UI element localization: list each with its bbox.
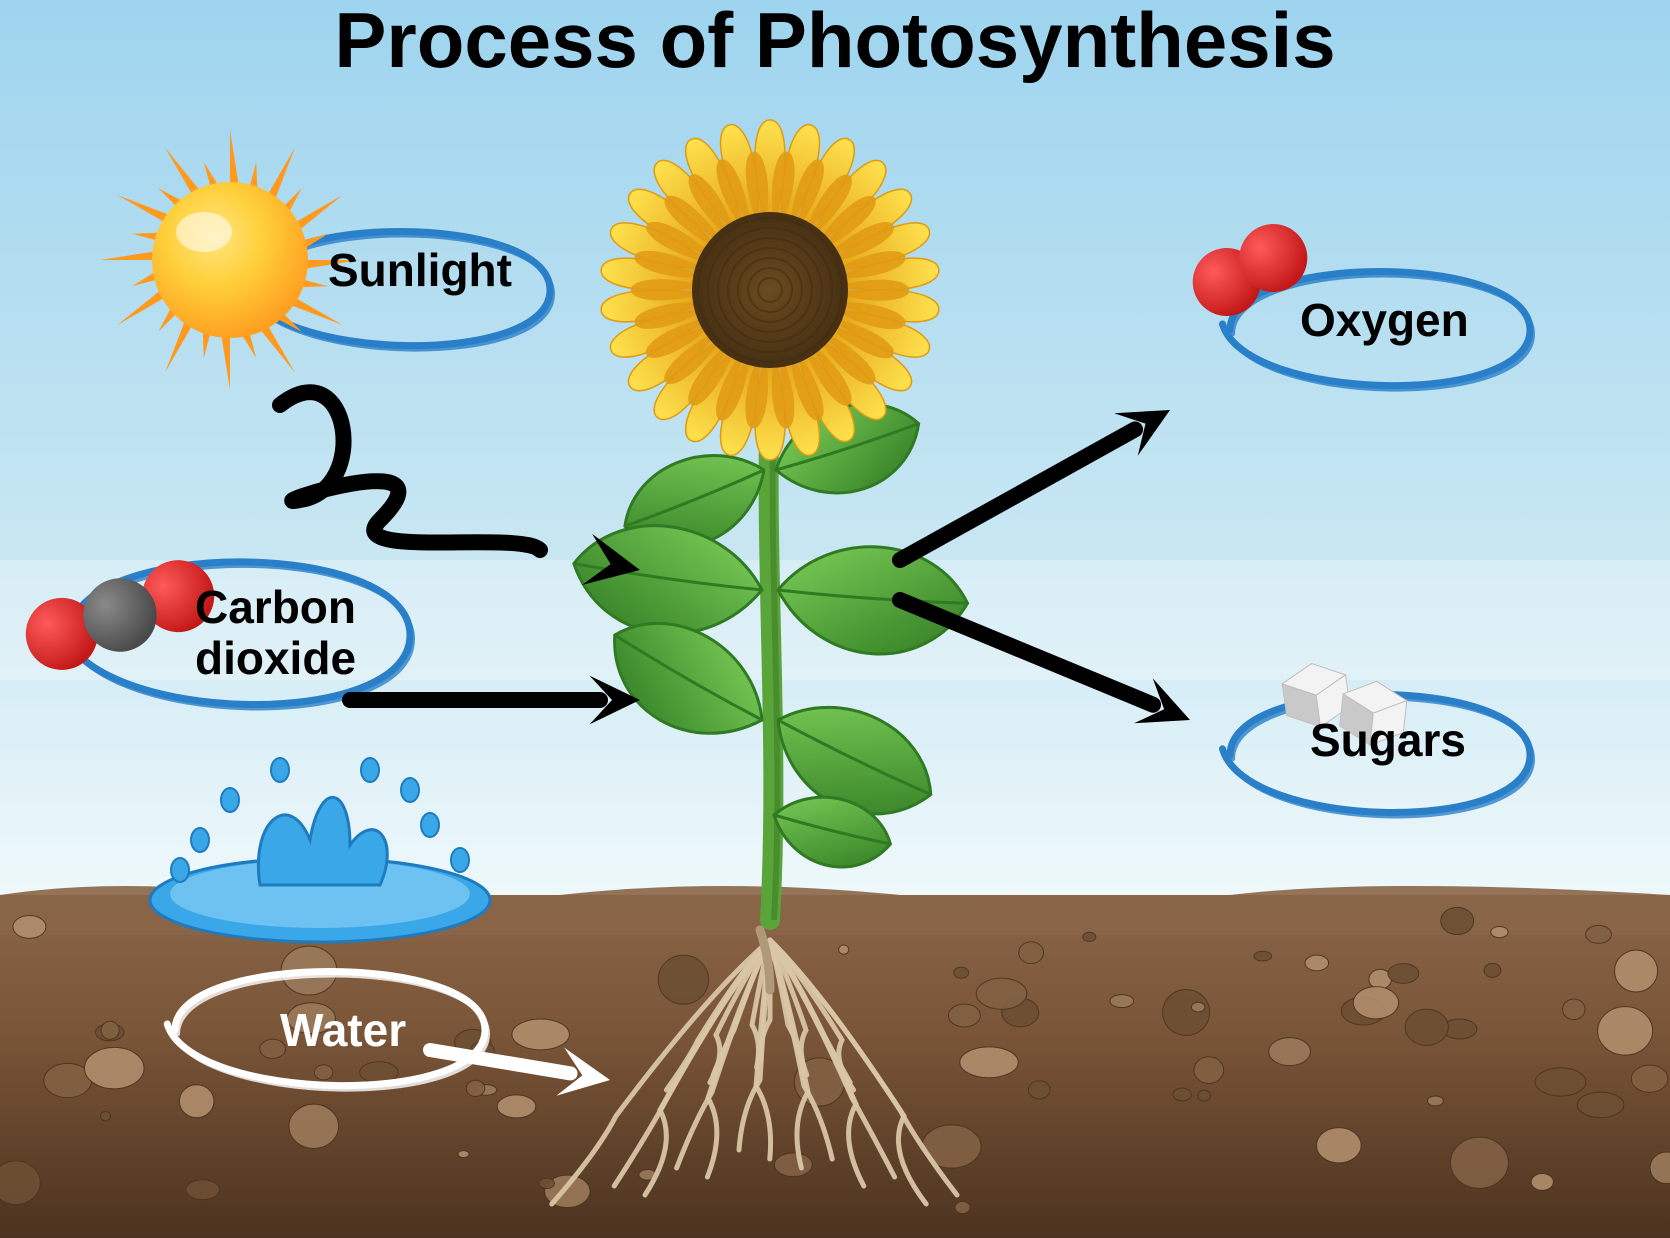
rock (1305, 955, 1329, 971)
rock (1173, 1088, 1192, 1101)
rock (1441, 907, 1474, 934)
label-oxygen: Oxygen (1300, 295, 1469, 346)
rock (1163, 990, 1210, 1036)
rock (1269, 1038, 1311, 1066)
rock (1194, 1057, 1224, 1084)
rock (839, 945, 849, 954)
rock (1491, 926, 1508, 937)
rock (314, 1065, 332, 1080)
rock (1353, 987, 1398, 1019)
rock (1598, 1007, 1653, 1055)
rock (289, 1104, 339, 1148)
rock (1531, 1174, 1553, 1191)
label-water: Water (280, 1005, 406, 1056)
title: Process of Photosynthesis (334, 0, 1335, 84)
rock (1615, 950, 1658, 992)
rock (186, 1180, 220, 1200)
rock (1428, 1096, 1444, 1106)
rock (1450, 1137, 1508, 1188)
rock (955, 1201, 970, 1213)
rock (1083, 932, 1096, 941)
rock (497, 1095, 536, 1118)
rock (458, 1151, 469, 1158)
rock (1254, 951, 1272, 961)
rock (84, 1047, 144, 1089)
rock (1198, 1090, 1211, 1101)
diagram-stage: Process of Photosynthesis Sunlight Carbo… (0, 0, 1670, 1238)
rock (1484, 963, 1501, 977)
rock (774, 1153, 812, 1177)
rock (1019, 942, 1044, 964)
rock (1110, 995, 1134, 1008)
rock (976, 978, 1027, 1009)
rock (1405, 1009, 1448, 1045)
rock (101, 1021, 119, 1039)
label-carbon-dioxide: Carbon dioxide (195, 582, 356, 683)
rock (1028, 1081, 1050, 1099)
rock (512, 1019, 569, 1050)
rock (100, 1111, 110, 1120)
rock (1535, 1068, 1586, 1096)
rock (1191, 1002, 1204, 1012)
rock (1563, 999, 1585, 1020)
rock (179, 1085, 214, 1118)
rock (13, 916, 46, 939)
label-sunlight: Sunlight (328, 245, 512, 296)
rock (466, 1080, 485, 1096)
rock (1316, 1128, 1361, 1163)
rock (948, 1004, 980, 1027)
rock (954, 967, 969, 978)
label-sugars: Sugars (1310, 715, 1466, 766)
rock (1388, 964, 1419, 984)
rock (1586, 925, 1612, 943)
rock (1577, 1092, 1623, 1118)
rock (658, 955, 708, 1004)
rock (960, 1047, 1018, 1078)
rock (539, 1178, 555, 1188)
flower-center (692, 212, 848, 368)
rock (1631, 1065, 1668, 1092)
